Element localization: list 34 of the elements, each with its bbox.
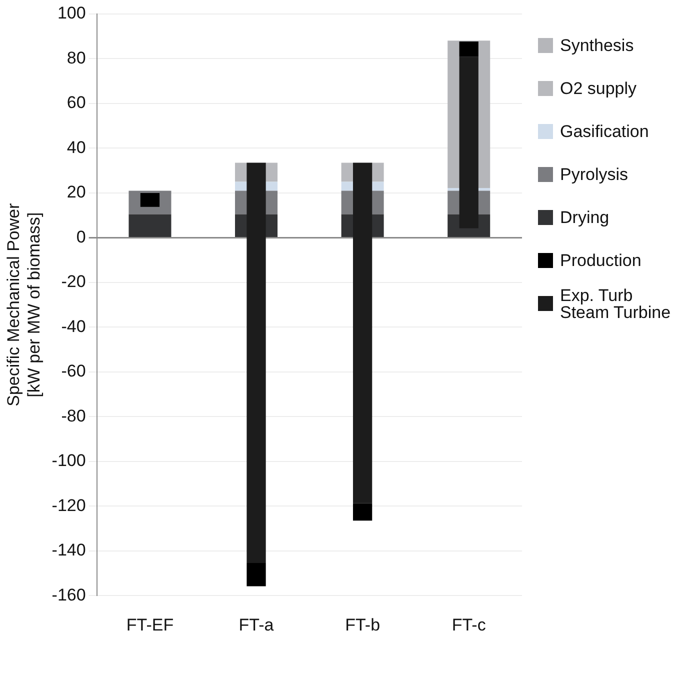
bar (459, 56, 478, 228)
y-tick-label: -20 (61, 272, 86, 292)
legend-label: Production (560, 251, 642, 270)
y-tick-label: 100 (57, 4, 86, 23)
y-tick-label: 20 (66, 182, 86, 202)
x-tick-label: FT-c (452, 615, 486, 634)
y-tick-label: -100 (52, 451, 86, 470)
y-tick-label: 80 (66, 48, 86, 68)
y-tick-label: -60 (61, 362, 86, 381)
y-tick-label: 0 (76, 227, 86, 246)
y-axis-title: Specific Mechanical Power [kW per MW of biomass] (4, 202, 44, 406)
legend-label: Pyrolysis (560, 165, 630, 184)
legend-label: Synthesis (560, 36, 635, 55)
y-tick-label: -80 (61, 406, 86, 426)
bar (459, 42, 478, 57)
x-tick-label: FT-a (238, 615, 274, 634)
bar (352, 162, 372, 504)
bar (246, 562, 266, 586)
x-tick-label: FT-EF (126, 615, 174, 634)
bar (352, 503, 372, 521)
y-tick-label: -40 (61, 316, 86, 336)
legend-label: Exp. Turb Steam Turbine (560, 286, 672, 322)
legend-label: O2 supply (560, 79, 638, 98)
bar (140, 192, 160, 207)
legend-label: Drying (560, 208, 610, 227)
bar (128, 214, 172, 237)
y-tick-label: -120 (52, 496, 86, 515)
x-tick-label: FT-b (345, 615, 380, 634)
y-tick-label: -160 (52, 585, 86, 604)
y-tick-label: -140 (52, 540, 86, 560)
legend-label: Gasification (560, 122, 650, 141)
y-tick-label: 40 (66, 138, 86, 157)
bar (246, 162, 266, 563)
y-tick-label: 60 (66, 93, 86, 112)
